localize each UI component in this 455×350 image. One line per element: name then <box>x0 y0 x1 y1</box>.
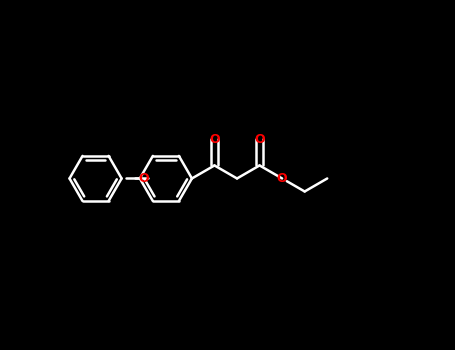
Text: O: O <box>277 172 288 185</box>
Text: O: O <box>209 133 220 146</box>
Text: O: O <box>254 133 265 146</box>
Text: O: O <box>138 172 149 185</box>
